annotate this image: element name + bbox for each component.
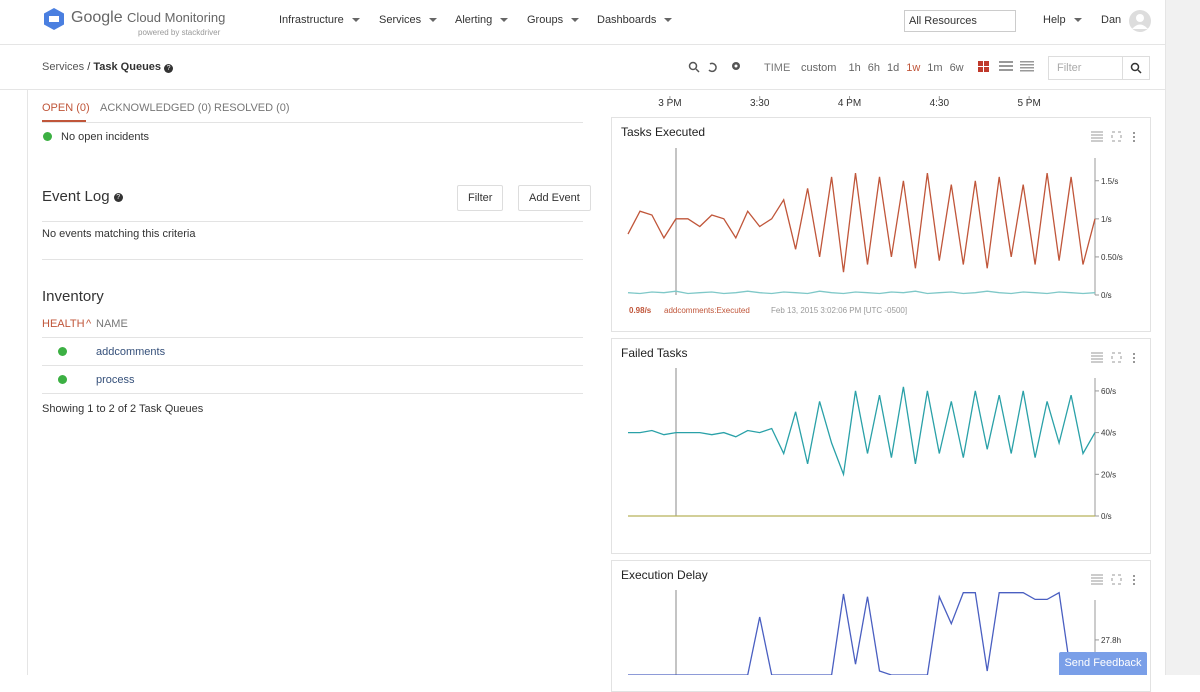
- nav-item[interactable]: Groups: [527, 14, 580, 26]
- column-name[interactable]: NAME: [96, 318, 128, 330]
- chart-panel: [611, 338, 1151, 554]
- time-range[interactable]: 6w: [949, 62, 964, 74]
- chart-title: Execution Delay: [621, 568, 708, 582]
- left-border: [27, 90, 28, 675]
- health-ok: [58, 375, 67, 384]
- toolbar-icons[interactable]: [688, 60, 744, 74]
- top-bar: [0, 0, 1200, 45]
- y-tick-label: 40/s: [1101, 429, 1116, 438]
- expand-icon: [1111, 574, 1122, 585]
- y-tick-label: 0/s: [1101, 512, 1112, 521]
- tab-acknowledged[interactable]: ACKNOWLEDGED (0): [100, 102, 212, 114]
- help-menu[interactable]: Help: [1043, 14, 1082, 26]
- avatar[interactable]: [1128, 9, 1152, 33]
- inventory-title: Inventory: [42, 288, 104, 305]
- readout-series: addcomments:Executed: [664, 306, 750, 315]
- divider: [42, 393, 583, 394]
- incidents-message: No open incidents: [61, 131, 150, 143]
- readout-value: 0.98/s: [629, 306, 652, 315]
- filter-button[interactable]: Filter: [457, 185, 504, 211]
- time-range[interactable]: 1h: [848, 62, 861, 74]
- more-icon: [1133, 353, 1135, 355]
- event-log-message: No events matching this criteria: [42, 228, 196, 240]
- more-icon: [1133, 357, 1135, 359]
- brand: Google Cloud Monitoring: [71, 9, 225, 27]
- y-tick-label: 0/s: [1101, 291, 1112, 300]
- y-tick-label: 20/s: [1101, 470, 1116, 479]
- y-tick-label: 60/s: [1101, 387, 1116, 396]
- brand-google: Google: [71, 9, 123, 26]
- divider: [42, 122, 583, 123]
- time-range[interactable]: 6h: [867, 62, 880, 74]
- divider: [42, 259, 583, 260]
- time-range[interactable]: 1m: [927, 62, 943, 74]
- status-dot: [43, 132, 52, 141]
- tab-open[interactable]: OPEN (0): [42, 102, 90, 114]
- time-tick-label: 3 PM: [658, 98, 681, 109]
- right-gutter: [1165, 0, 1200, 675]
- time-range[interactable]: 1d: [886, 62, 900, 74]
- nav-item[interactable]: Dashboards: [597, 14, 673, 26]
- time-tick-label: 4:30: [930, 98, 950, 109]
- nav-item[interactable]: Services: [379, 14, 438, 26]
- y-tick-label: 1.5/s: [1101, 177, 1118, 186]
- chart-title: Failed Tasks: [621, 346, 687, 360]
- inventory-footer: Showing 1 to 2 of 2 Task Queues: [42, 403, 204, 415]
- breadcrumb-parent[interactable]: Services: [42, 61, 85, 73]
- filter-search[interactable]: [1122, 56, 1150, 80]
- chart-title: Tasks Executed: [621, 125, 705, 139]
- readout-time: Feb 13, 2015 3:02:06 PM [UTC -0500]: [771, 306, 907, 315]
- brand-product: Cloud Monitoring: [127, 10, 226, 25]
- time-ranges: custom 1h 6h 1d 1w 1m 6w: [801, 62, 971, 74]
- time-label: TIME: [764, 62, 791, 74]
- health-ok: [58, 347, 67, 356]
- series-line: [627, 290, 1096, 295]
- more-icon: [1133, 583, 1135, 585]
- time-range[interactable]: 1w: [906, 62, 921, 74]
- more-icon: [1133, 575, 1135, 577]
- series-line: [628, 386, 1096, 477]
- expand-icon: [1111, 352, 1122, 363]
- nav-item[interactable]: Infrastructure: [279, 14, 360, 26]
- time-tick-label: 3:30: [750, 98, 770, 109]
- breadcrumb: Services / Task Queues ?: [42, 61, 174, 73]
- series-line: [628, 591, 1095, 675]
- charts: 3 PM 3:30 4 PM 4:30 5 PM Tasks Executed 0/s 0.5…: [621, 96, 1135, 675]
- nav-item[interactable]: Alerting: [455, 14, 509, 26]
- column-health[interactable]: HEALTH: [42, 318, 85, 330]
- event-log-title: Event Log ?: [42, 188, 123, 205]
- tab-resolved[interactable]: RESOLVED (0): [214, 102, 290, 114]
- divider: [42, 337, 583, 338]
- breadcrumb-separator: /: [87, 61, 91, 73]
- send-feedback[interactable]: Send Feedback: [1059, 652, 1147, 675]
- more-icon: [1133, 579, 1135, 581]
- more-icon: [1133, 136, 1135, 138]
- y-tick-label: 1/s: [1101, 215, 1112, 224]
- add-event-button[interactable]: Add Event: [518, 185, 591, 211]
- divider: [42, 365, 583, 366]
- breadcrumb-current: Task Queues: [93, 61, 162, 73]
- logo: [44, 8, 64, 30]
- expand-icon: [1111, 131, 1122, 142]
- layout-icons[interactable]: [977, 60, 1037, 74]
- y-tick-label: 0.50/s: [1101, 253, 1123, 262]
- more-icon: [1133, 140, 1135, 142]
- queue-link[interactable]: process: [96, 374, 135, 386]
- resource-select[interactable]: All Resources: [904, 10, 1016, 32]
- more-icon: [1133, 132, 1135, 134]
- tab-underline: [42, 120, 86, 122]
- user-name[interactable]: Dan: [1101, 14, 1122, 26]
- powered-by: powered by stackdriver: [138, 28, 221, 37]
- more-icon: [1133, 361, 1135, 363]
- y-tick-label: 27.8h: [1101, 636, 1121, 645]
- divider: [42, 221, 583, 222]
- time-tick-label: 4 PM: [838, 98, 861, 109]
- time-range[interactable]: custom: [801, 62, 837, 74]
- series-line: [627, 173, 1096, 273]
- time-tick-label: 5 PM: [1017, 98, 1040, 109]
- queue-link[interactable]: addcomments: [96, 346, 166, 358]
- divider: [0, 89, 1165, 90]
